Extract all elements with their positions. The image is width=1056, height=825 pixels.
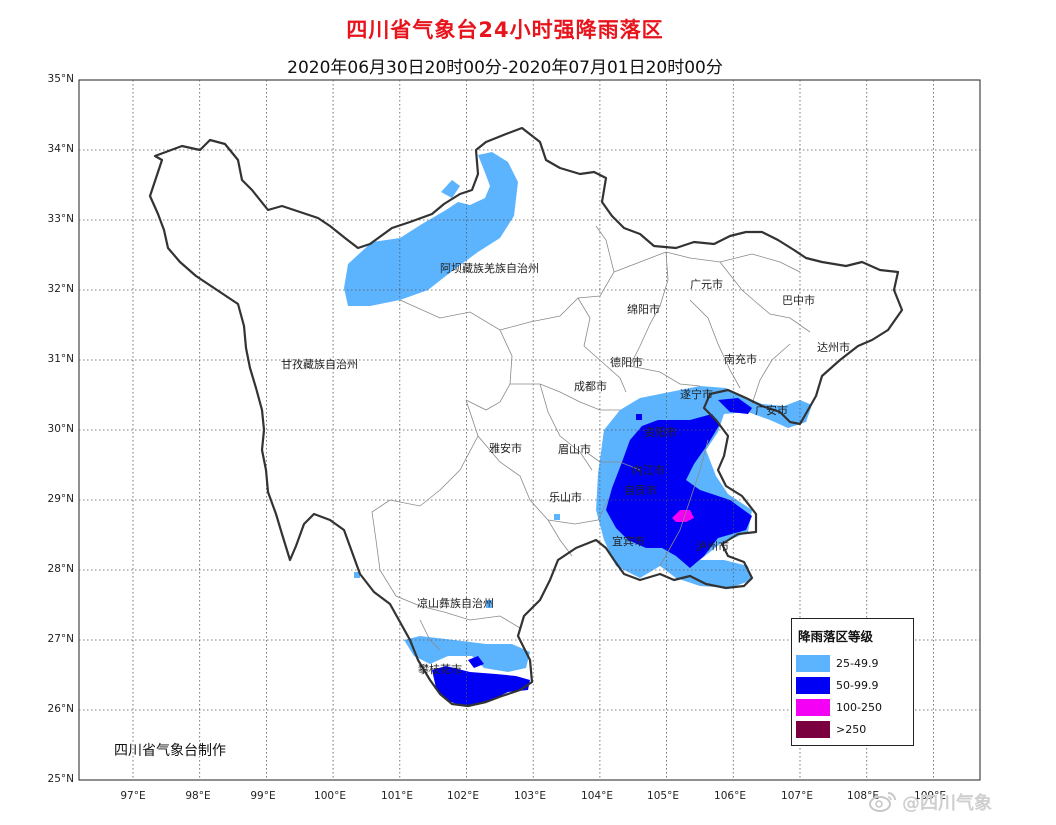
rain-zone-50-99 (432, 398, 752, 706)
lon-label-99: 99°E (250, 790, 276, 802)
lon-label-109: 109°E (914, 790, 946, 802)
lon-label-100: 100°E (314, 790, 346, 802)
region-label-yaan: 雅安市 (489, 442, 522, 455)
lat-label-29: 29°N (47, 493, 74, 505)
legend-label: 50-99.9 (836, 679, 879, 692)
legend-title: 降雨落区等级 (798, 629, 874, 644)
lat-label-32: 32°N (47, 283, 74, 295)
lat-label-30: 30°N (47, 423, 74, 435)
province-outline (148, 126, 904, 708)
region-label-ziyang: 资阳市 (644, 426, 677, 439)
region-label-guangyuan: 广元市 (690, 278, 723, 291)
region-label-yibin: 宜宾市 (612, 535, 645, 548)
graticule (79, 80, 980, 780)
region-label-dazhou: 达州市 (817, 341, 850, 354)
lon-label-104: 104°E (581, 790, 613, 802)
lat-label-28: 28°N (47, 563, 74, 575)
producer-credit: 四川省气象台制作 (114, 743, 226, 759)
region-label-meishan: 眉山市 (558, 443, 591, 456)
prefecture-boundaries (371, 225, 811, 651)
legend-swatch-over-250 (796, 721, 830, 738)
legend-label: 100-250 (836, 701, 882, 714)
weibo-icon (869, 792, 896, 812)
rain-zone-100-250 (672, 510, 694, 522)
lat-label-34: 34°N (47, 143, 74, 155)
region-label-neijiang: 内江市 (632, 464, 665, 477)
region-label-ganzi: 甘孜藏族自治州 (281, 358, 358, 371)
lat-label-33: 33°N (47, 213, 74, 225)
lat-label-25: 25°N (47, 773, 74, 785)
legend-label: 25-49.9 (836, 657, 879, 670)
lat-label-31: 31°N (47, 353, 74, 365)
legend-swatch-50-99 (796, 677, 830, 694)
lon-label-105: 105°E (647, 790, 679, 802)
region-label-aba: 阿坝藏族羌族自治州 (440, 262, 539, 275)
lon-label-108: 108°E (847, 790, 879, 802)
region-label-chengdu: 成都市 (574, 380, 607, 393)
region-label-nanchong: 南充市 (724, 353, 757, 366)
region-label-zigong: 自贡市 (624, 484, 657, 497)
lon-label-102: 102°E (447, 790, 479, 802)
watermark: @四川气象 (868, 789, 992, 814)
lat-label-26: 26°N (47, 703, 74, 715)
region-label-leshan: 乐山市 (549, 491, 582, 504)
legend-swatch-25-49 (796, 655, 830, 672)
lon-label-98: 98°E (185, 790, 211, 802)
legend-label: >250 (836, 723, 867, 736)
region-label-suining: 遂宁市 (680, 388, 713, 401)
region-label-bazhong: 巴中市 (782, 294, 815, 307)
lon-label-101: 101°E (381, 790, 413, 802)
map-title: 四川省气象台24小时强降雨落区 (346, 18, 664, 42)
region-label-panzhihua: 攀枝花市 (418, 663, 462, 676)
legend: 降雨落区等级 25-49.9 50-99.9 100-250 >250 (791, 618, 914, 746)
lat-label-35: 35°N (47, 73, 74, 85)
watermark-text: @四川气象 (902, 793, 992, 814)
map-time-range: 2020年06月30日20时00分-2020年07月01日20时00分 (287, 58, 723, 78)
region-label-guangan: 广安市 (755, 404, 788, 417)
lon-label-103: 103°E (514, 790, 546, 802)
lon-label-97: 97°E (120, 790, 146, 802)
lat-label-27: 27°N (47, 633, 74, 645)
lon-label-106: 106°E (714, 790, 746, 802)
region-label-deyang: 德阳市 (610, 356, 643, 369)
region-label-mianyang: 绵阳市 (627, 303, 660, 316)
region-label-luzhou: 泸州市 (696, 540, 729, 553)
region-label-liangshan: 凉山彝族自治州 (417, 597, 494, 610)
legend-swatch-100-250 (796, 699, 830, 716)
lon-label-107: 107°E (781, 790, 813, 802)
